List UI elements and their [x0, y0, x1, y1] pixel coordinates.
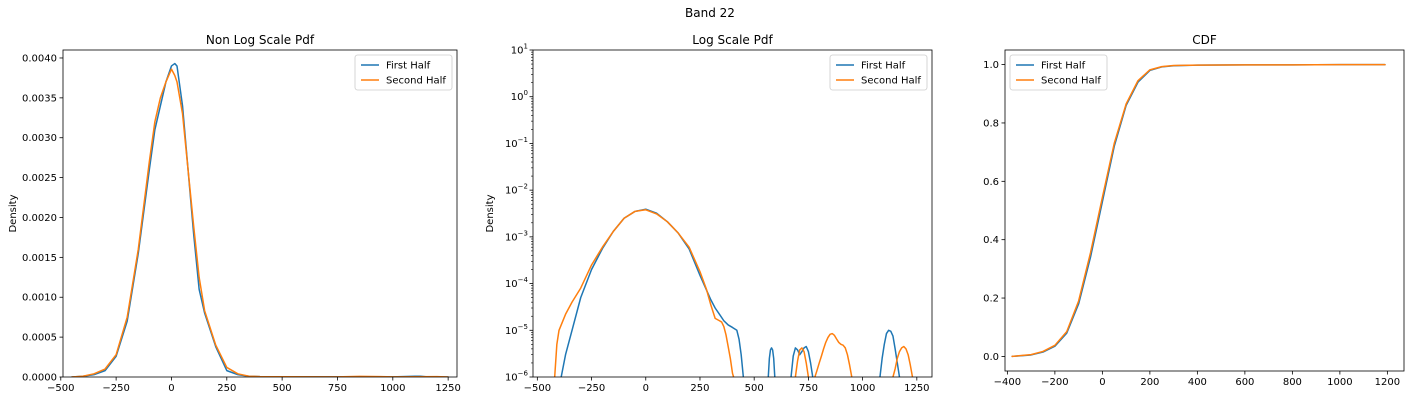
x-tick-label: 1000 — [850, 383, 875, 394]
y-tick-label: 0.0035 — [22, 93, 57, 104]
series-line-first-half-segment-2 — [767, 347, 776, 377]
series-line-second-half-segment-1 — [553, 209, 735, 377]
y-tick-label: 1.0 — [983, 60, 999, 71]
y-tick-label: 10−1 — [505, 136, 528, 150]
y-tick-label: 0.0 — [983, 352, 999, 363]
series-group — [1011, 63, 1386, 358]
series-line-first-half — [1011, 63, 1386, 358]
x-tick-label: −400 — [994, 377, 1021, 388]
x-tick-label: 500 — [745, 383, 764, 394]
series-line-second-half — [1011, 63, 1386, 358]
x-tick-label: 1000 — [1327, 377, 1352, 388]
y-axis-label: Density — [485, 194, 496, 232]
subplot-title: Log Scale Pdf — [692, 33, 773, 47]
x-tick-label: 0 — [168, 383, 174, 394]
x-tick-label: 800 — [1283, 377, 1302, 388]
x-tick-label: −500 — [47, 383, 74, 394]
series-line-second-half-segment-3 — [814, 332, 853, 377]
subplot-1: −500 −250 0 250 500 750 1000 1250 0.0000 0.0005 0.… — [8, 33, 461, 394]
axes-frame — [62, 49, 458, 378]
subplot-title: Non Log Scale Pdf — [206, 33, 315, 47]
legend: First Half Second Half — [1009, 54, 1108, 91]
x-tick-label: 250 — [217, 383, 236, 394]
legend-entry-label: Second Half — [861, 76, 921, 87]
y-tick-label: 0.0025 — [22, 173, 57, 184]
legend-entry-label: First Half — [386, 61, 431, 72]
legend-entry-label: First Half — [1041, 61, 1086, 72]
y-tick-label: 10−3 — [505, 229, 528, 243]
series-line-second-half — [71, 68, 449, 377]
y-tick-label: 0.6 — [983, 177, 999, 188]
x-tick-label: 0 — [643, 383, 649, 394]
x-tick-label: 200 — [1140, 377, 1159, 388]
series-line-first-half-segment-3 — [790, 345, 814, 377]
y-tick-label: 101 — [511, 43, 528, 57]
series-line-first-half — [71, 62, 449, 377]
series-line-first-half-segment-4 — [879, 329, 901, 377]
y-tick-label: 10−2 — [505, 183, 528, 197]
series-group — [71, 62, 449, 377]
legend-entry-label: First Half — [861, 61, 906, 72]
y-tick-label: 0.0030 — [22, 133, 57, 144]
x-tick-label: 1250 — [435, 383, 460, 394]
y-axis-label: Density — [8, 194, 19, 232]
subplots: −500 −250 0 250 500 750 1000 12500.00000.00050.… — [8, 33, 1405, 394]
y-tick-label: 10−5 — [505, 323, 528, 337]
series-group — [553, 208, 914, 377]
y-tick-label: 0.0005 — [22, 333, 57, 344]
legend-box — [829, 54, 928, 91]
x-tick-label: 0 — [1099, 377, 1105, 388]
x-tick-label: 750 — [328, 383, 347, 394]
y-tick-label: 100 — [511, 89, 528, 103]
axes-frame — [532, 49, 933, 378]
x-tick-label: 500 — [273, 383, 292, 394]
series-line-second-half-segment-2 — [794, 347, 810, 377]
subplot-3: −400 −200 0 200 400 600 800 1000 1200 0.0 0.2 0.4 0.… — [983, 33, 1405, 388]
series-line-first-half-segment-1 — [560, 208, 745, 377]
legend-entry-label: Second Half — [386, 76, 446, 87]
x-tick-label: −200 — [1041, 377, 1068, 388]
x-tick-label: 1000 — [380, 383, 405, 394]
y-tick-label: 10−4 — [505, 276, 529, 290]
x-tick-label: 1250 — [904, 383, 929, 394]
series-line-second-half-segment-4 — [892, 345, 914, 377]
subplot-title: CDF — [1192, 33, 1217, 47]
legend: First Half Second Half — [829, 54, 928, 91]
x-tick-label: 750 — [799, 383, 818, 394]
x-tick-label: −250 — [102, 383, 129, 394]
y-tick-label: 0.0040 — [22, 53, 57, 64]
y-tick-label: 0.0015 — [22, 253, 57, 264]
y-tick-label: 0.4 — [983, 235, 999, 246]
subplot-2: −500 −250 0 250 500 750 1000 1250 10−6 10−5 10−4 10… — [485, 33, 933, 394]
legend-box — [1009, 54, 1108, 91]
legend: First Half Second Half — [354, 54, 453, 91]
y-tick-label: 0.2 — [983, 294, 999, 305]
y-tick-label: 0.0020 — [22, 213, 57, 224]
x-tick-label: 600 — [1235, 377, 1254, 388]
x-tick-label: 400 — [1188, 377, 1207, 388]
y-tick-label: 0.0010 — [22, 293, 57, 304]
y-tick-label: 0.8 — [983, 118, 999, 129]
figure-suptitle: Band 22 — [685, 6, 735, 20]
x-tick-label: −500 — [524, 383, 551, 394]
y-tick-label: 10−6 — [505, 370, 529, 384]
y-tick-label: 0.0000 — [22, 373, 57, 384]
axes-frame — [1004, 49, 1405, 372]
x-tick-label: −250 — [578, 383, 605, 394]
legend-box — [354, 54, 453, 91]
x-tick-label: 250 — [690, 383, 709, 394]
x-tick-label: 1200 — [1375, 377, 1400, 388]
legend-entry-label: Second Half — [1041, 76, 1101, 87]
